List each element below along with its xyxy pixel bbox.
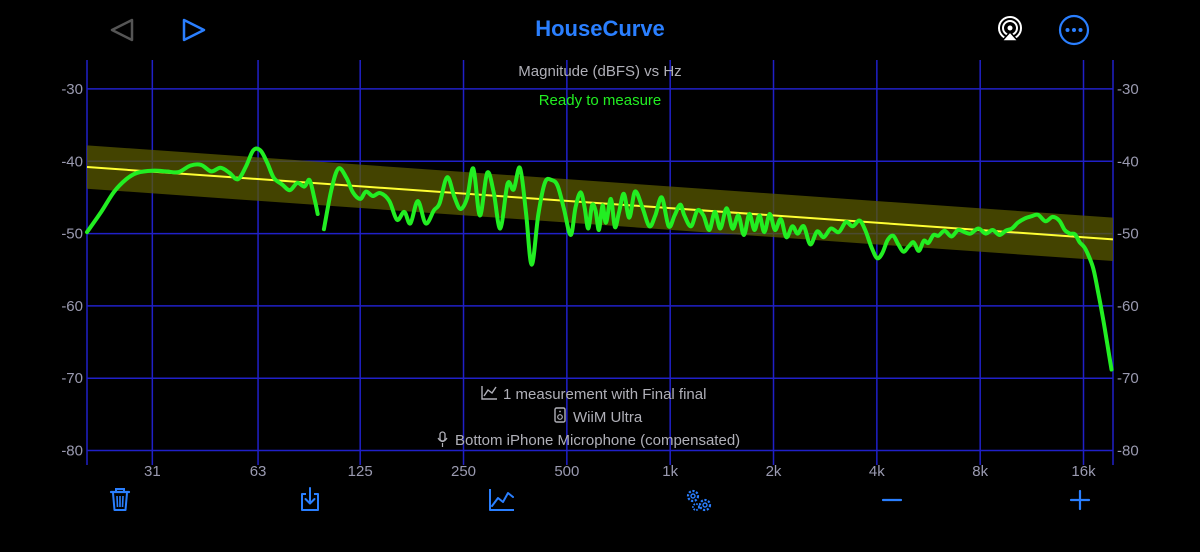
settings-button[interactable] (678, 480, 718, 520)
y-tick-label-right: -80 (1117, 443, 1139, 460)
x-tick-label: 125 (348, 463, 373, 480)
airplay-audio-icon (998, 16, 1022, 42)
more-button[interactable] (1056, 12, 1092, 48)
app-title: HouseCurve (535, 16, 665, 41)
microphone-icon (437, 431, 448, 447)
magnitude-chart[interactable]: -30 -30 -40 -40 -50 -50 -60 -60 -70 -70 -80 -80 31 6… (0, 0, 1200, 480)
delete-button[interactable] (100, 480, 140, 520)
y-tick-label-left: -40 (61, 153, 83, 170)
y-tick-label-left: -30 (61, 81, 83, 98)
x-tick-label: 16k (1071, 463, 1096, 480)
airplay-button[interactable] (992, 12, 1028, 48)
top-bar: HouseCurve (0, 0, 1200, 60)
device-text: WiiM Ultra (573, 409, 643, 426)
x-tick-label: 250 (451, 463, 476, 480)
measurements-text: 1 measurement with Final final (503, 386, 706, 403)
info-device: WiiM Ultra (554, 407, 643, 426)
zoom-out-button[interactable] (872, 480, 912, 520)
forward-button[interactable] (176, 12, 212, 48)
y-tick-label-right: -50 (1117, 226, 1139, 243)
status-text: Ready to measure (539, 92, 662, 109)
download-tray-icon (301, 487, 319, 511)
x-tick-label: 4k (869, 463, 885, 480)
y-tick-label-left: -80 (61, 443, 83, 460)
y-tick-label-left: -60 (61, 298, 83, 315)
bottom-toolbar (0, 480, 1200, 520)
y-tick-label-right: -40 (1117, 153, 1139, 170)
minus-icon (881, 498, 903, 502)
line-chart-small-icon (481, 386, 497, 400)
x-tick-label: 2k (766, 463, 782, 480)
x-tick-label: 8k (972, 463, 988, 480)
x-tick-label: 1k (662, 463, 678, 480)
chart-view-button[interactable] (482, 480, 522, 520)
x-tick-label: 500 (554, 463, 579, 480)
play-triangle-icon (182, 18, 206, 42)
chart-title: Magnitude (dBFS) vs Hz (518, 63, 681, 80)
target-curve-line (86, 166, 1114, 241)
line-chart-icon (489, 489, 514, 511)
measurement-curve-segment-2 (321, 165, 1114, 372)
back-button[interactable] (104, 12, 140, 48)
y-tick-label-right: -60 (1117, 298, 1139, 315)
zoom-in-button[interactable] (1060, 480, 1100, 520)
gears-icon (686, 489, 712, 512)
y-tick-label-left: -50 (61, 226, 83, 243)
y-tick-label-right: -70 (1117, 370, 1139, 387)
measurement-curve-segment-1 (85, 146, 320, 235)
speaker-icon (554, 407, 566, 423)
y-tick-label-left: -70 (61, 370, 83, 387)
info-measurements: 1 measurement with Final final (481, 386, 706, 403)
x-tick-label: 31 (144, 463, 161, 480)
trash-icon (109, 488, 131, 511)
microphone-text: Bottom iPhone Microphone (compensated) (455, 432, 740, 449)
y-tick-label-right: -30 (1117, 81, 1139, 98)
info-microphone: Bottom iPhone Microphone (compensated) (437, 431, 740, 449)
plus-icon (1069, 489, 1091, 511)
ellipsis-circle-icon (1058, 14, 1090, 46)
export-button[interactable] (290, 480, 330, 520)
x-tick-label: 63 (250, 463, 267, 480)
back-triangle-icon (110, 18, 134, 42)
